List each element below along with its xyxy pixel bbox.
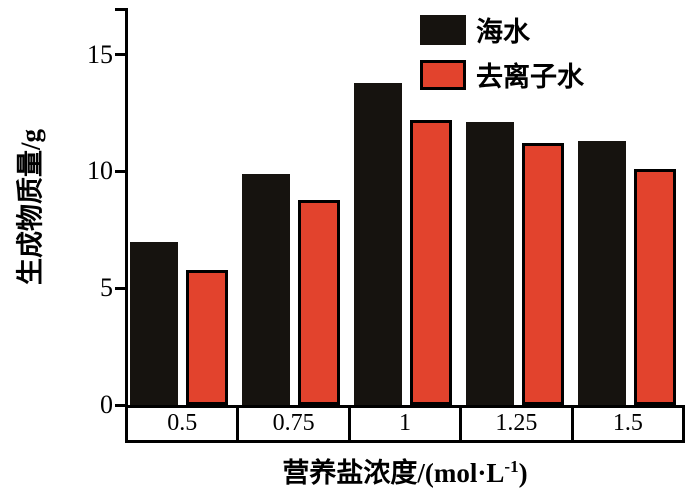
x-category-1.5: 1.5	[612, 410, 643, 436]
bar-deionized-water-1.5	[634, 169, 676, 405]
legend-swatch-deionized-water	[420, 59, 466, 90]
bar-seawater-0.5	[130, 241, 178, 405]
x-category-1.25: 1.25	[462, 408, 574, 440]
x-axis-title-exponent: -1	[504, 457, 519, 476]
legend-swatch-seawater	[420, 14, 466, 45]
y-tick-top	[115, 8, 125, 11]
legend-item-seawater: 海水	[420, 10, 584, 49]
x-axis-title-base: 营养盐浓度/(mol·L	[282, 458, 505, 488]
legend-label-seawater: 海水	[476, 17, 530, 47]
bar-seawater-1.25	[466, 122, 514, 405]
y-tick-10	[115, 169, 125, 173]
y-axis-title: 生成物质量/g	[15, 129, 46, 286]
x-axis-strip: 0.5 0.75 1 1.25 1.5	[125, 405, 685, 443]
y-tick-0	[115, 403, 125, 407]
y-tick-5	[115, 286, 125, 290]
legend: 海水 去离子水	[420, 10, 584, 100]
x-category-0.5: 0.5	[128, 408, 240, 440]
x-axis-title-close: )	[518, 458, 528, 488]
bar-deionized-water-0.5	[186, 269, 228, 405]
bar-deionized-water-0.75	[298, 199, 340, 405]
y-tick-label-15: 15	[87, 39, 113, 69]
y-tick-label-5: 5	[100, 273, 113, 303]
x-category-0.75: 0.75	[239, 408, 351, 440]
y-tick-label-0: 0	[100, 390, 113, 419]
legend-item-deionized-water: 去离子水	[420, 55, 584, 94]
y-tick-label-10: 10	[87, 156, 113, 186]
bar-deionized-water-1.25	[522, 143, 564, 405]
bar-seawater-1	[354, 82, 402, 405]
x-axis-title: 营养盐浓度/(mol·L-1)	[125, 451, 685, 490]
x-category-1: 1	[351, 408, 463, 440]
bar-deionized-water-1	[410, 120, 452, 405]
plot-area	[115, 8, 688, 407]
bar-seawater-0.75	[242, 173, 290, 405]
bar-seawater-1.5	[578, 141, 626, 405]
legend-label-deionized-water: 去离子水	[476, 62, 584, 92]
y-tick-15	[115, 53, 125, 57]
